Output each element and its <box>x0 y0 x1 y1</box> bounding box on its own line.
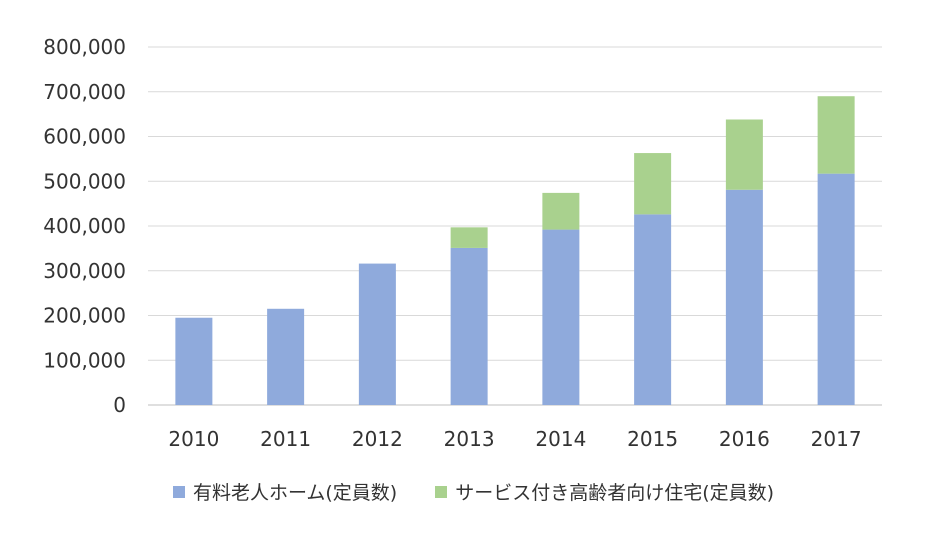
x-axis-ticks: 2010 2011 2012 2013 2014 2015 2016 2017 <box>168 427 861 451</box>
y-tick-label: 100,000 <box>43 348 126 372</box>
x-tick-label: 2011 <box>260 427 311 451</box>
bar-serviced-housing <box>542 192 580 230</box>
x-tick-label: 2017 <box>811 427 862 451</box>
legend-label-nursing-home: 有料老人ホーム(定員数) <box>192 482 398 504</box>
y-tick-label: 800,000 <box>43 35 126 59</box>
x-tick-label: 2015 <box>627 427 678 451</box>
y-tick-label: 300,000 <box>43 259 126 283</box>
bar-serviced-housing <box>725 119 763 190</box>
bar-serviced-housing <box>817 96 855 174</box>
gridlines <box>148 46 882 406</box>
y-tick-label: 0 <box>113 393 126 417</box>
legend-item-serviced-housing: サービス付き高齢者向け住宅(定員数) <box>435 478 774 505</box>
stacked-bar-chart: 0 100,000 200,000 300,000 400,000 500,000 600,… <box>43 35 882 451</box>
bar-nursing-home <box>175 317 213 405</box>
bar-nursing-home <box>358 263 396 405</box>
bar-nursing-home <box>817 173 855 405</box>
legend: 有料老人ホーム(定員数) サービス付き高齢者向け住宅(定員数) <box>0 478 947 505</box>
bar-nursing-home <box>450 247 488 405</box>
legend-item-nursing-home: 有料老人ホーム(定員数) <box>172 478 398 505</box>
y-tick-label: 400,000 <box>43 214 126 238</box>
bar-serviced-housing <box>450 227 488 248</box>
y-tick-label: 600,000 <box>43 125 126 149</box>
legend-swatch-serviced-housing <box>435 485 448 498</box>
x-tick-label: 2010 <box>168 427 219 451</box>
x-tick-label: 2013 <box>444 427 495 451</box>
bar-nursing-home <box>267 308 305 405</box>
y-tick-label: 200,000 <box>43 304 126 328</box>
legend-swatch-nursing-home <box>172 485 185 498</box>
bar-serviced-housing <box>634 153 672 215</box>
bar-nursing-home <box>634 214 672 405</box>
y-tick-label: 500,000 <box>43 169 126 193</box>
bars <box>175 96 855 405</box>
x-tick-label: 2016 <box>719 427 770 451</box>
bar-nursing-home <box>725 189 763 405</box>
legend-label-serviced-housing: サービス付き高齢者向け住宅(定員数) <box>455 482 775 504</box>
y-tick-label: 700,000 <box>43 80 126 104</box>
y-axis-ticks: 0 100,000 200,000 300,000 400,000 500,000 600,… <box>43 35 126 417</box>
x-tick-label: 2014 <box>535 427 586 451</box>
x-tick-label: 2012 <box>352 427 403 451</box>
bar-nursing-home <box>542 229 580 405</box>
